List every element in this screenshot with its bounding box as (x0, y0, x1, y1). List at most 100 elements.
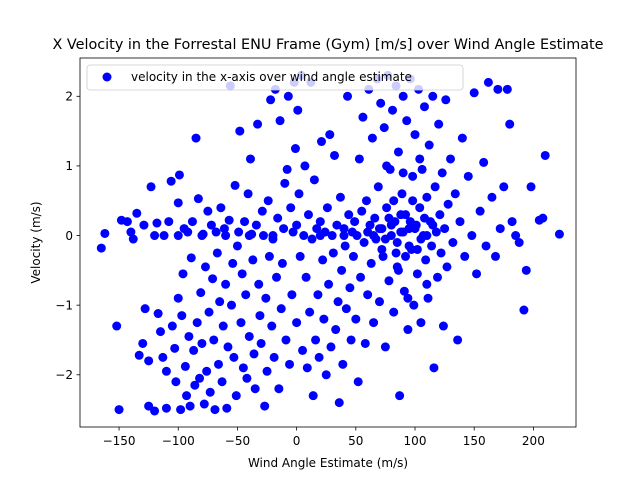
scatter-point (319, 314, 329, 324)
scatter-point (295, 251, 305, 261)
scatter-point (384, 276, 394, 286)
scatter-point (187, 217, 197, 227)
scatter-point (205, 387, 215, 397)
scatter-point (241, 290, 251, 300)
scatter-point (303, 210, 313, 220)
scatter-point (479, 157, 489, 167)
scatter-point (210, 405, 220, 415)
scatter-point (538, 213, 548, 223)
scatter-point (399, 286, 409, 296)
plot-frame (79, 57, 577, 428)
scatter-point (540, 150, 550, 160)
scatter-point (209, 335, 219, 345)
scatter-point (455, 217, 465, 227)
scatter-point (257, 206, 267, 216)
scatter-point (526, 182, 536, 192)
scatter-point (359, 238, 369, 247)
scatter-point (343, 91, 353, 101)
scatter-point (339, 224, 349, 234)
scatter-point (134, 350, 144, 360)
scatter-point (441, 95, 451, 105)
scatter-point (237, 269, 247, 279)
scatter-point (467, 231, 477, 241)
scatter-point (396, 210, 406, 220)
y-tick-label: −2 (55, 368, 73, 382)
scatter-point (453, 335, 463, 345)
scatter-point (391, 248, 401, 258)
scatter-point (190, 380, 200, 390)
scatter-point (348, 251, 358, 261)
scatter-point (335, 192, 345, 202)
scatter-point (144, 356, 154, 366)
scatter-point (269, 352, 279, 362)
scatter-point (440, 224, 450, 234)
scatter-point (412, 269, 422, 279)
scatter-point (493, 84, 503, 94)
scatter-point (332, 220, 342, 230)
scatter-point (403, 293, 413, 303)
scatter-point (333, 297, 343, 307)
scatter-point (96, 243, 106, 253)
scatter-point (431, 227, 441, 237)
scatter-point (222, 403, 232, 413)
scatter-point (240, 217, 250, 227)
scatter-point (393, 147, 403, 157)
scatter-point (236, 318, 246, 328)
scatter-point (408, 171, 418, 181)
scatter-point (180, 361, 190, 371)
scatter-point (380, 234, 390, 244)
scatter-point (442, 262, 452, 272)
scatter-point (299, 231, 309, 241)
scatter-point (112, 321, 122, 331)
scatter-point (419, 102, 429, 112)
scatter-point (150, 231, 160, 241)
scatter-point (415, 203, 425, 213)
scatter-point (410, 130, 420, 140)
scatter-point (156, 327, 165, 337)
scatter-point (505, 119, 515, 129)
scatter-point (186, 253, 196, 263)
scatter-point (128, 234, 138, 244)
scatter-point (146, 182, 156, 192)
x-tick-label: −100 (162, 434, 195, 448)
scatter-point (428, 220, 438, 230)
scatter-point (374, 224, 384, 234)
scatter-point (114, 405, 124, 415)
legend-box (86, 64, 464, 91)
scatter-point (345, 283, 355, 293)
scatter-point (389, 307, 399, 317)
scatter-point (197, 231, 207, 241)
scatter-point (360, 338, 370, 348)
x-axis-ticks: −150 −100 −50 0 50 100 150 200 (103, 427, 545, 448)
scatter-point (446, 154, 456, 164)
scatter-point (264, 251, 274, 261)
x-tick-label: −50 (225, 434, 250, 448)
y-tick-label: 0 (65, 229, 73, 243)
scatter-point (370, 213, 380, 223)
scatter-point (326, 342, 336, 352)
scatter-point (161, 403, 171, 413)
scatter-point (352, 231, 362, 241)
x-tick-label: 150 (463, 434, 486, 448)
scatter-point (144, 401, 154, 411)
scatter-point (217, 377, 227, 387)
scatter-point (328, 248, 338, 258)
legend: velocity in the x-axis over wind angle e… (86, 64, 464, 91)
scatter-point (250, 384, 260, 394)
scatter-point (337, 265, 347, 275)
scatter-point (211, 227, 221, 237)
scatter-point (481, 241, 491, 251)
scatter-point (422, 192, 432, 202)
scatter-point (228, 258, 238, 268)
scatter-point (353, 377, 363, 387)
scatter-point (434, 119, 444, 129)
scatter-point (472, 269, 482, 279)
scatter-point (254, 279, 264, 289)
scatter-point (267, 321, 277, 331)
scatter-point (177, 311, 187, 321)
scatter-point (419, 213, 429, 223)
x-tick-label: −150 (103, 434, 136, 448)
scatter-point (230, 180, 240, 190)
scatter-point (199, 399, 209, 409)
scatter-point (214, 359, 223, 369)
